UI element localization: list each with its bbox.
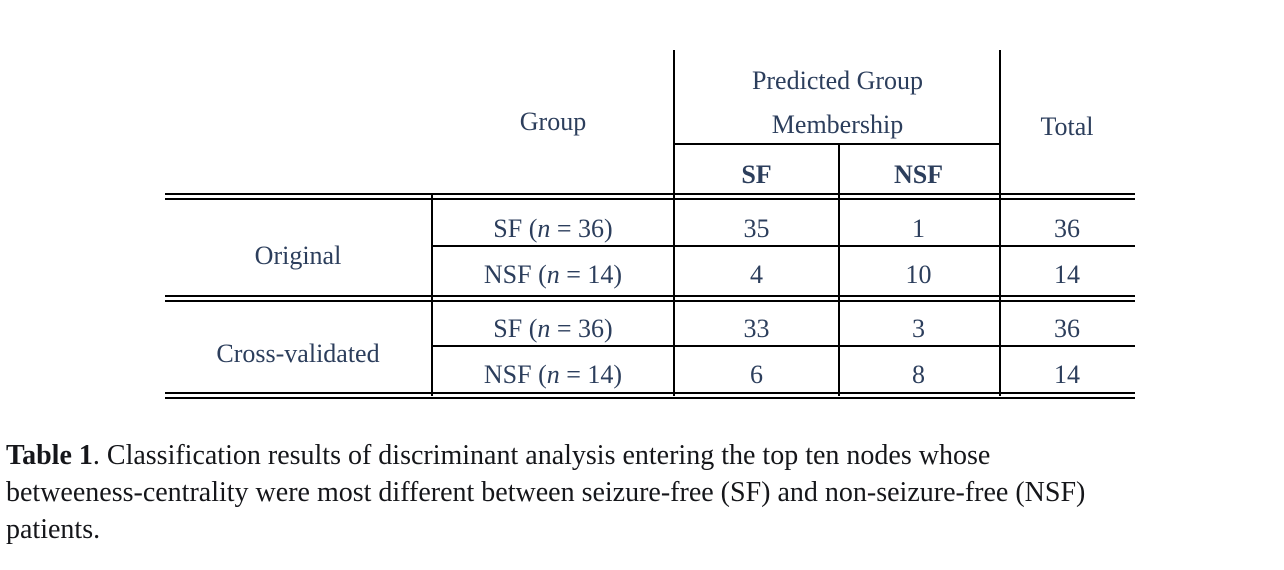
- value-crossval-sf-nsf: 3: [912, 314, 925, 343]
- value-crossval-nsf-total: 14: [1054, 360, 1080, 389]
- caption-line3: patients.: [6, 514, 101, 545]
- middle-double-rule-upper: [165, 295, 1135, 297]
- column-header-nsf: NSF: [893, 160, 944, 189]
- top-double-rule-upper: [165, 193, 1135, 195]
- row-label-prefix: SF (: [493, 214, 538, 243]
- row-label-prefix: SF (: [493, 314, 538, 343]
- row-label-suffix: = 14): [559, 360, 623, 389]
- value-crossval-sf-total: 36: [1054, 314, 1080, 343]
- middle-double-rule-lower: [165, 300, 1135, 302]
- row-label-prefix: NSF (: [483, 260, 547, 289]
- vertical-rule-sf-nsf: [838, 143, 840, 396]
- caption-line2: betweeness-centrality were most differen…: [6, 477, 1086, 508]
- caption-line1-text: . Classification results of discriminant…: [92, 440, 991, 471]
- row-label-suffix: = 14): [559, 260, 623, 289]
- caption-table-number: Table 1: [6, 440, 93, 471]
- value-original-nsf-sf: 4: [750, 260, 763, 289]
- row-separator-original: [431, 245, 1135, 247]
- horizontal-rule-under-membership: [675, 143, 1001, 145]
- vertical-rule-predicted-total: [999, 50, 1001, 396]
- predicted-group-header-line2: Membership: [771, 110, 904, 139]
- value-original-sf-nsf: 1: [912, 214, 925, 243]
- row-label-n-symbol: n: [546, 360, 560, 389]
- row-group-label-original: Original: [254, 241, 342, 270]
- column-header-sf: SF: [741, 160, 772, 189]
- row-label-suffix: = 36): [550, 214, 613, 243]
- value-original-nsf-total: 14: [1054, 260, 1080, 289]
- value-original-sf-total: 36: [1054, 214, 1080, 243]
- value-original-nsf-nsf: 10: [905, 260, 932, 289]
- value-crossval-nsf-nsf: 8: [912, 360, 925, 389]
- row-label-n-symbol: n: [546, 260, 560, 289]
- row-label-crossval-nsf: NSF (n = 14): [431, 360, 675, 390]
- predicted-group-header-line1: Predicted Group: [751, 66, 924, 95]
- vertical-rule-stub-sublabel: [431, 193, 433, 396]
- row-label-original-sf: SF (n = 36): [431, 214, 675, 244]
- value-crossval-sf-sf: 33: [743, 314, 770, 343]
- row-label-original-nsf: NSF (n = 14): [431, 260, 675, 290]
- row-separator-crossval: [431, 345, 1135, 347]
- vertical-rule-group-predicted: [673, 50, 675, 396]
- column-header-predicted-group-membership: Predicted Group Membership: [675, 59, 1000, 147]
- row-group-label-cross-validated: Cross-validated: [216, 339, 380, 368]
- table-caption: Table 1. Classification results of discr…: [6, 437, 1281, 548]
- row-label-suffix: = 36): [550, 314, 613, 343]
- value-original-sf-sf: 35: [743, 214, 770, 243]
- row-label-n-symbol: n: [537, 214, 551, 243]
- bottom-double-rule-lower: [165, 397, 1135, 399]
- column-header-total: Total: [1040, 112, 1094, 141]
- value-crossval-nsf-sf: 6: [750, 360, 763, 389]
- column-header-group: Group: [519, 107, 587, 136]
- caption-line1: Table 1. Classification results of discr…: [6, 437, 1281, 474]
- row-label-n-symbol: n: [537, 314, 551, 343]
- top-double-rule-lower: [165, 198, 1135, 200]
- bottom-double-rule-upper: [165, 392, 1135, 394]
- row-label-prefix: NSF (: [483, 360, 547, 389]
- row-label-crossval-sf: SF (n = 36): [431, 314, 675, 344]
